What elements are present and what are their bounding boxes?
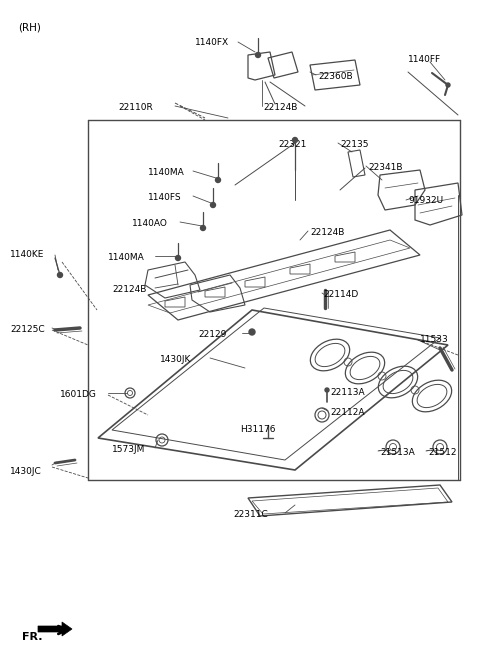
Text: 1140MA: 1140MA [108,253,145,262]
Text: 1430JK: 1430JK [160,355,192,364]
Text: 22112A: 22112A [330,408,364,417]
Text: 91932U: 91932U [408,196,443,205]
Text: 22113A: 22113A [330,388,365,397]
Text: (RH): (RH) [18,22,41,32]
Text: 21513A: 21513A [380,448,415,457]
Circle shape [446,83,450,87]
Circle shape [58,272,62,278]
Text: 1573JM: 1573JM [112,445,145,454]
Text: 22110R: 22110R [118,103,153,112]
Circle shape [255,52,261,58]
Polygon shape [38,622,72,636]
Text: 22360B: 22360B [318,72,353,81]
Text: 22135: 22135 [340,140,369,149]
Text: 22341B: 22341B [368,163,403,172]
Circle shape [292,137,298,143]
Text: 22311C: 22311C [233,510,268,519]
Text: 11533: 11533 [420,335,449,344]
Circle shape [201,225,205,231]
Text: 1601DG: 1601DG [60,390,97,399]
Text: 22114D: 22114D [323,290,358,299]
Text: 1430JC: 1430JC [10,467,42,476]
Text: 1140MA: 1140MA [148,168,185,177]
Text: 1140KE: 1140KE [10,250,44,259]
Text: 22129: 22129 [198,330,227,339]
Circle shape [176,255,180,261]
Text: 1140FX: 1140FX [195,38,229,47]
Text: 22124B: 22124B [112,285,146,294]
Text: 21512: 21512 [428,448,456,457]
Text: 1140FF: 1140FF [408,55,441,64]
Circle shape [211,202,216,208]
Circle shape [216,178,220,182]
Text: 22124B: 22124B [310,228,344,237]
Text: 1140AO: 1140AO [132,219,168,228]
Text: 22125C: 22125C [10,325,45,334]
Text: 1140FS: 1140FS [148,193,181,202]
Text: H31176: H31176 [240,425,276,434]
Text: 22124B: 22124B [263,103,298,112]
Circle shape [249,329,255,335]
Text: 22321: 22321 [278,140,306,149]
Circle shape [325,388,329,392]
Text: FR.: FR. [22,632,43,642]
